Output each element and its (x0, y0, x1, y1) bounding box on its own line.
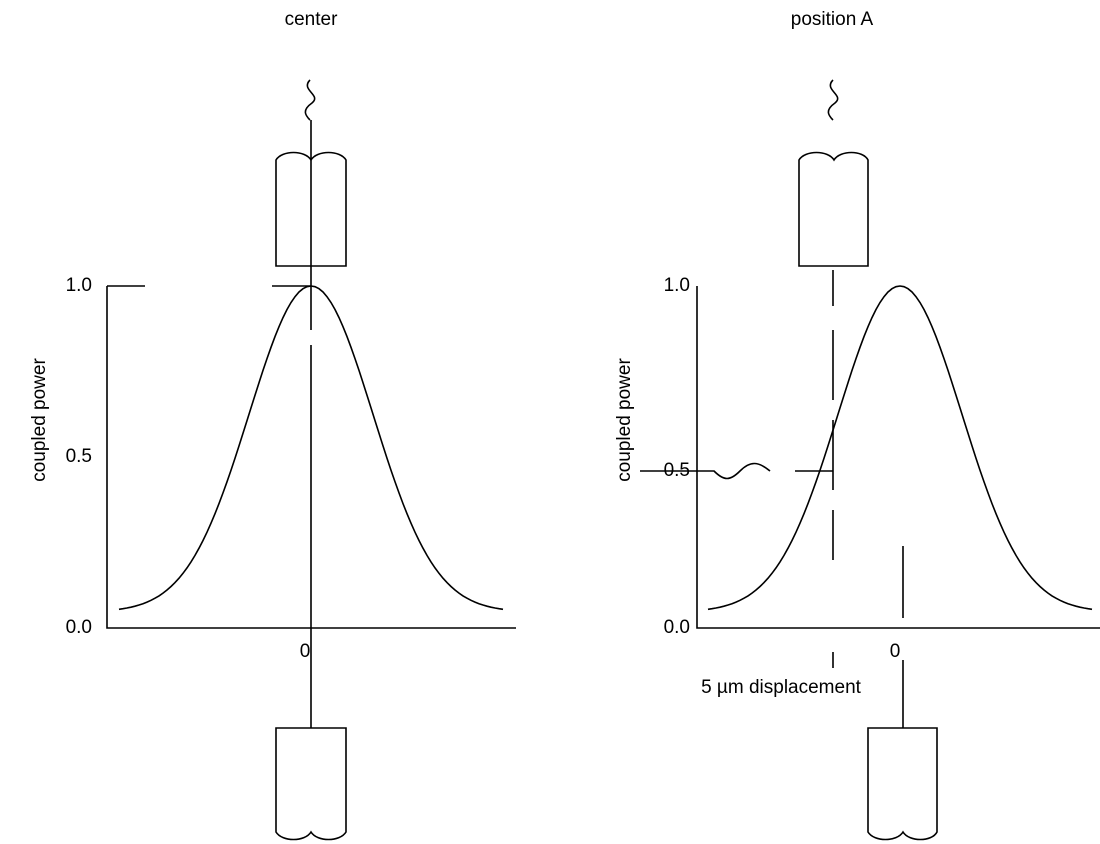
y-tick-label: 0.0 (664, 617, 690, 638)
y-tick-label: 1.0 (66, 275, 92, 296)
y-axis-label: coupled power (29, 358, 50, 482)
fiber-wiggle (827, 79, 839, 121)
y-tick-label: 0.5 (66, 446, 92, 467)
axes (696, 286, 1100, 629)
y-tick-label: 0.5 (664, 460, 690, 481)
x-tick-label: 0 (300, 641, 311, 662)
panel-title: position A (791, 9, 874, 30)
fiber-top (798, 151, 869, 267)
y-axis-label: coupled power (614, 358, 635, 482)
fiber-bottom (275, 727, 347, 841)
panel-center: center 1.0 0.5 0.0 coupled power 0 (29, 9, 516, 841)
fiber-bottom (867, 727, 938, 841)
y-tick-label: 1.0 (664, 275, 690, 296)
y-tick-label: 0.0 (66, 617, 92, 638)
panel-position-a: position A 1.0 0.5 0.0 coupled power 0 5… (614, 9, 1100, 841)
half-power-line (640, 462, 833, 480)
coupling-curve (118, 285, 504, 611)
fiber-wiggle (304, 79, 316, 121)
coupling-curve (707, 285, 1093, 611)
x-tick-label: 0 (890, 641, 901, 662)
panel-title: center (285, 9, 338, 30)
annotation: 5 µm displacement (701, 677, 862, 698)
axes (106, 285, 516, 629)
